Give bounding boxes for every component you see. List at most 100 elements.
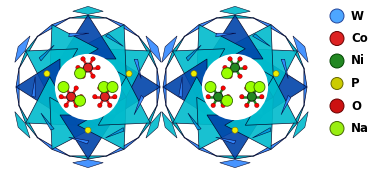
- Polygon shape: [215, 15, 254, 18]
- Circle shape: [74, 103, 78, 108]
- Polygon shape: [281, 95, 291, 115]
- Polygon shape: [285, 36, 304, 69]
- Circle shape: [59, 94, 64, 99]
- Polygon shape: [69, 137, 89, 144]
- Polygon shape: [245, 49, 297, 97]
- Polygon shape: [32, 77, 35, 97]
- Polygon shape: [184, 137, 217, 156]
- Polygon shape: [39, 45, 54, 61]
- Polygon shape: [37, 18, 70, 37]
- Circle shape: [221, 86, 225, 90]
- Polygon shape: [60, 115, 116, 159]
- Circle shape: [223, 65, 227, 70]
- Text: O: O: [351, 100, 361, 113]
- Polygon shape: [173, 49, 225, 97]
- Polygon shape: [173, 77, 225, 125]
- Polygon shape: [186, 45, 201, 61]
- Polygon shape: [166, 36, 185, 69]
- Circle shape: [240, 94, 244, 99]
- Circle shape: [211, 86, 215, 90]
- Polygon shape: [138, 36, 158, 69]
- Circle shape: [93, 94, 97, 99]
- Polygon shape: [105, 18, 139, 37]
- Polygon shape: [162, 112, 177, 138]
- Text: W: W: [351, 10, 364, 22]
- Circle shape: [222, 68, 232, 79]
- Polygon shape: [116, 59, 160, 115]
- Polygon shape: [16, 68, 19, 106]
- Polygon shape: [253, 128, 271, 138]
- Polygon shape: [253, 137, 287, 156]
- Circle shape: [330, 121, 344, 136]
- Polygon shape: [50, 25, 98, 77]
- Polygon shape: [188, 113, 201, 130]
- Polygon shape: [220, 160, 250, 168]
- Circle shape: [228, 74, 232, 78]
- Polygon shape: [68, 15, 108, 18]
- Polygon shape: [15, 36, 30, 62]
- Polygon shape: [26, 49, 78, 97]
- Polygon shape: [19, 105, 38, 138]
- Circle shape: [67, 92, 76, 101]
- Polygon shape: [98, 49, 150, 97]
- Polygon shape: [69, 33, 89, 37]
- Polygon shape: [293, 112, 308, 138]
- Polygon shape: [162, 36, 177, 62]
- Polygon shape: [105, 128, 124, 138]
- Polygon shape: [216, 33, 236, 37]
- Circle shape: [245, 86, 249, 90]
- Polygon shape: [216, 137, 236, 144]
- Polygon shape: [37, 137, 70, 156]
- Polygon shape: [220, 6, 250, 14]
- Polygon shape: [50, 97, 98, 149]
- Polygon shape: [41, 113, 54, 130]
- Polygon shape: [263, 59, 307, 115]
- Circle shape: [98, 86, 102, 90]
- Circle shape: [331, 77, 343, 89]
- Polygon shape: [105, 34, 123, 46]
- Circle shape: [243, 65, 247, 70]
- Polygon shape: [78, 97, 126, 149]
- Polygon shape: [78, 25, 126, 77]
- Circle shape: [205, 81, 216, 93]
- Polygon shape: [146, 112, 161, 138]
- Polygon shape: [184, 18, 217, 37]
- Polygon shape: [293, 36, 308, 62]
- Text: Na: Na: [351, 122, 369, 135]
- Polygon shape: [245, 77, 297, 125]
- Polygon shape: [253, 18, 287, 37]
- Circle shape: [222, 95, 232, 106]
- Circle shape: [64, 103, 68, 108]
- Polygon shape: [134, 95, 144, 115]
- Polygon shape: [138, 105, 158, 138]
- Circle shape: [211, 103, 215, 108]
- Circle shape: [255, 86, 259, 90]
- Circle shape: [221, 103, 225, 108]
- Circle shape: [108, 86, 112, 90]
- Circle shape: [107, 81, 118, 93]
- Circle shape: [330, 99, 344, 113]
- Circle shape: [330, 9, 344, 23]
- Polygon shape: [73, 6, 103, 14]
- Circle shape: [273, 71, 279, 77]
- Circle shape: [228, 57, 232, 61]
- Circle shape: [238, 57, 242, 61]
- Polygon shape: [253, 34, 270, 46]
- Circle shape: [214, 92, 223, 101]
- Circle shape: [74, 86, 78, 90]
- Circle shape: [113, 94, 117, 99]
- Circle shape: [58, 81, 69, 93]
- Circle shape: [108, 103, 112, 108]
- Polygon shape: [68, 156, 108, 159]
- Circle shape: [81, 74, 85, 78]
- Polygon shape: [73, 160, 103, 168]
- Polygon shape: [304, 68, 307, 106]
- Circle shape: [247, 92, 256, 101]
- Circle shape: [231, 63, 240, 72]
- Polygon shape: [207, 115, 263, 159]
- Polygon shape: [197, 25, 245, 77]
- Circle shape: [64, 86, 68, 90]
- Polygon shape: [197, 97, 245, 149]
- Polygon shape: [60, 15, 116, 59]
- Polygon shape: [163, 68, 166, 106]
